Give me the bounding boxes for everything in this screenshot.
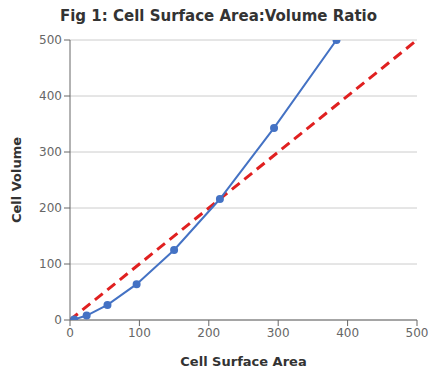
svg-text:100: 100 — [128, 326, 151, 340]
svg-text:400: 400 — [39, 89, 62, 103]
svg-text:300: 300 — [39, 145, 62, 159]
html-text:Fig 1: Cell Surface Area:Volum: Fig 1: Cell Surface Area:Volume Ratio — [60, 7, 377, 25]
svg-text:Cell Volume: Cell Volume — [9, 137, 24, 223]
svg-text:500: 500 — [406, 326, 429, 340]
svg-text:400: 400 — [336, 326, 359, 340]
svg-text:200: 200 — [39, 201, 62, 215]
svg-text:500: 500 — [39, 33, 62, 47]
svg-text:0: 0 — [66, 326, 74, 340]
svg-text:Cell Surface Area: Cell Surface Area — [180, 354, 306, 369]
svg-text:0: 0 — [54, 313, 62, 327]
svg-text:300: 300 — [267, 326, 290, 340]
svg-text:100: 100 — [39, 257, 62, 271]
svg-text:200: 200 — [197, 326, 220, 340]
